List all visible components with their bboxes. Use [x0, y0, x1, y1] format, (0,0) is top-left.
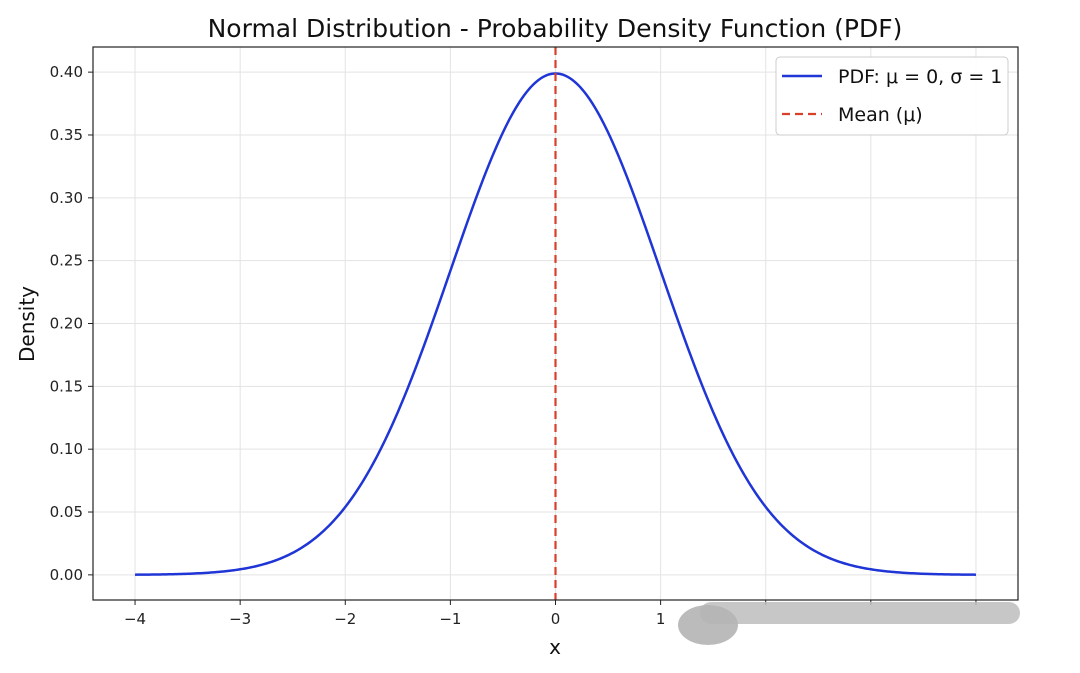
- y-tick-label: 0.05: [50, 503, 83, 521]
- legend-mean-label: Mean (μ): [838, 104, 923, 126]
- y-tick-label: 0.15: [50, 377, 83, 395]
- x-tick-label: 1: [656, 610, 666, 628]
- x-tick-label: −1: [439, 610, 461, 628]
- x-axis-title: x: [549, 635, 561, 659]
- y-tick-label: 0.30: [50, 189, 83, 207]
- y-tick-label: 0.35: [50, 126, 83, 144]
- chart-title: Normal Distribution - Probability Densit…: [208, 14, 903, 43]
- x-tick-label: −2: [334, 610, 356, 628]
- legend-pdf-label: PDF: μ = 0, σ = 1: [838, 66, 1002, 88]
- x-tick-label: −3: [229, 610, 251, 628]
- x-axis: −4 −3 −2 −1 0 1: [124, 600, 977, 628]
- x-tick-label: −4: [124, 610, 146, 628]
- redaction-blur: [678, 602, 1020, 645]
- y-tick-label: 0.25: [50, 252, 83, 270]
- y-axis: 0.00 0.05 0.10 0.15 0.20 0.25 0.30 0.35 0.40: [50, 63, 93, 584]
- y-tick-label: 0.40: [50, 63, 83, 81]
- y-axis-title: Density: [15, 286, 39, 362]
- legend-box: [775, 56, 1009, 136]
- y-tick-label: 0.20: [50, 315, 83, 333]
- legend: PDF: μ = 0, σ = 1 Mean (μ): [775, 56, 1009, 136]
- x-tick-label: 0: [551, 610, 561, 628]
- y-tick-label: 0.00: [50, 566, 83, 584]
- y-tick-label: 0.10: [50, 440, 83, 458]
- plot-area: [135, 47, 976, 600]
